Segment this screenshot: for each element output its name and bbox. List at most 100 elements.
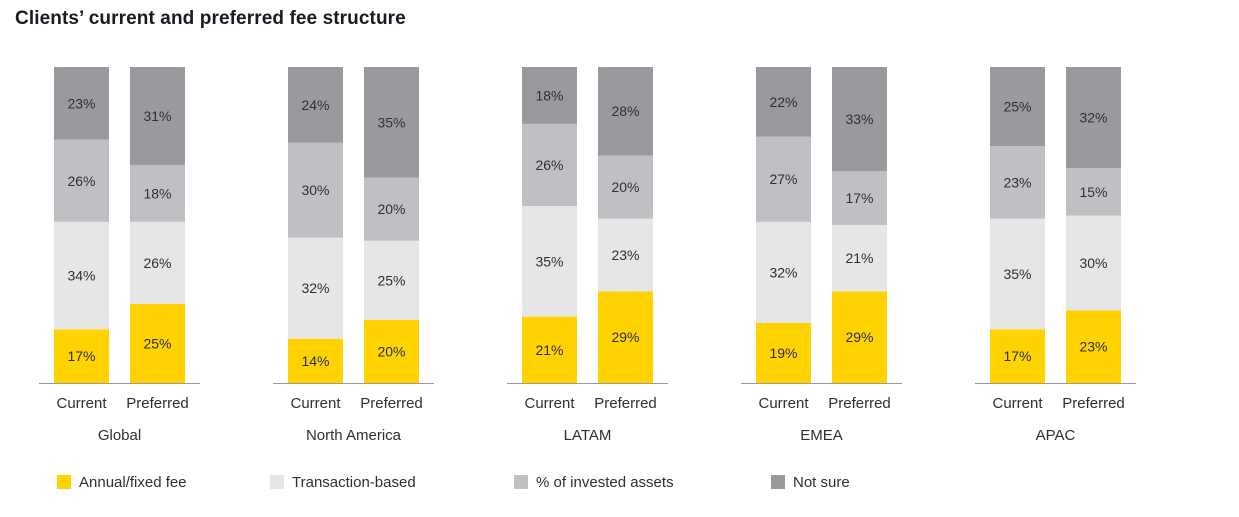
data-label-north-america-current-transaction-based: 32% bbox=[301, 280, 329, 296]
bar-label-latam-preferred: Preferred bbox=[594, 395, 657, 412]
bar-label-emea-current: Current bbox=[758, 395, 809, 412]
legend-item-annual-fixed-fee: Annual/fixed fee bbox=[57, 472, 187, 492]
bar-segment-north-america-preferred-not-sure bbox=[364, 67, 419, 178]
data-label-emea-current-not-sure: 22% bbox=[769, 94, 797, 110]
legend-label-transaction-based: Transaction-based bbox=[292, 473, 416, 491]
bar-segment-apac-preferred-not-sure bbox=[1066, 67, 1121, 169]
bar-segment-apac-current-transaction-based bbox=[990, 218, 1045, 330]
data-label-north-america-preferred-of-invested-assets: 20% bbox=[377, 201, 405, 217]
data-label-north-america-preferred-annual-fixed-fee: 20% bbox=[377, 343, 405, 359]
bar-label-apac-current: Current bbox=[992, 395, 1043, 412]
bar-label-global-current: Current bbox=[56, 395, 107, 412]
bar-segment-global-current-not-sure bbox=[54, 67, 109, 140]
data-label-latam-current-transaction-based: 35% bbox=[535, 253, 563, 269]
bar-segment-emea-current-not-sure bbox=[756, 67, 811, 137]
chart-title: Clients’ current and preferred fee struc… bbox=[15, 8, 406, 29]
data-label-apac-current-annual-fixed-fee: 17% bbox=[1003, 348, 1031, 364]
bar-label-global-preferred: Preferred bbox=[126, 395, 189, 412]
data-label-latam-current-of-invested-assets: 26% bbox=[535, 157, 563, 173]
data-label-latam-current-not-sure: 18% bbox=[535, 87, 563, 103]
legend-item-transaction-based: Transaction-based bbox=[270, 472, 416, 492]
bar-label-emea-preferred: Preferred bbox=[828, 395, 891, 412]
data-label-apac-preferred-annual-fixed-fee: 23% bbox=[1079, 339, 1107, 355]
data-label-north-america-preferred-transaction-based: 25% bbox=[377, 272, 405, 288]
legend-label-annual-fixed-fee: Annual/fixed fee bbox=[79, 473, 187, 491]
bar-segment-apac-current-annual-fixed-fee bbox=[990, 329, 1045, 383]
bar-segment-apac-preferred-of-invested-assets bbox=[1066, 168, 1121, 216]
bar-segment-north-america-preferred-annual-fixed-fee bbox=[364, 319, 419, 383]
bar-segment-latam-preferred-annual-fixed-fee bbox=[598, 291, 653, 383]
bar-segment-emea-current-transaction-based bbox=[756, 221, 811, 323]
data-label-emea-preferred-not-sure: 33% bbox=[845, 111, 873, 127]
data-label-latam-preferred-of-invested-assets: 20% bbox=[611, 179, 639, 195]
data-label-latam-preferred-not-sure: 28% bbox=[611, 103, 639, 119]
bar-segment-emea-current-annual-fixed-fee bbox=[756, 322, 811, 383]
data-label-latam-current-annual-fixed-fee: 21% bbox=[535, 342, 563, 358]
bar-segment-apac-current-of-invested-assets bbox=[990, 146, 1045, 219]
data-label-global-current-not-sure: 23% bbox=[67, 95, 95, 111]
data-label-global-preferred-of-invested-assets: 18% bbox=[143, 185, 171, 201]
bar-segment-emea-preferred-of-invested-assets bbox=[832, 171, 887, 225]
bar-segment-north-america-current-annual-fixed-fee bbox=[288, 338, 343, 383]
data-label-north-america-current-not-sure: 24% bbox=[301, 97, 329, 113]
data-label-emea-current-annual-fixed-fee: 19% bbox=[769, 345, 797, 361]
bar-segment-latam-current-transaction-based bbox=[522, 206, 577, 317]
group-label-global: Global bbox=[98, 427, 141, 444]
data-label-emea-current-transaction-based: 32% bbox=[769, 264, 797, 280]
group-label-north-america: North America bbox=[306, 427, 402, 444]
data-label-emea-preferred-annual-fixed-fee: 29% bbox=[845, 329, 873, 345]
legend-item-not-sure: Not sure bbox=[771, 472, 850, 492]
legend-label-not-sure: Not sure bbox=[793, 473, 850, 491]
bar-segment-emea-preferred-not-sure bbox=[832, 67, 887, 172]
bar-segment-emea-preferred-annual-fixed-fee bbox=[832, 291, 887, 383]
data-label-emea-preferred-of-invested-assets: 17% bbox=[845, 190, 873, 206]
data-label-global-preferred-transaction-based: 26% bbox=[143, 255, 171, 271]
data-label-north-america-preferred-not-sure: 35% bbox=[377, 114, 405, 130]
data-label-apac-current-of-invested-assets: 23% bbox=[1003, 174, 1031, 190]
data-label-emea-current-of-invested-assets: 27% bbox=[769, 171, 797, 187]
bar-segment-emea-current-of-invested-assets bbox=[756, 136, 811, 222]
bar-segment-global-current-of-invested-assets bbox=[54, 139, 109, 222]
data-label-latam-preferred-transaction-based: 23% bbox=[611, 247, 639, 263]
bar-segment-apac-current-not-sure bbox=[990, 67, 1045, 146]
data-label-north-america-current-annual-fixed-fee: 14% bbox=[301, 353, 329, 369]
data-label-north-america-current-of-invested-assets: 30% bbox=[301, 182, 329, 198]
bar-label-apac-preferred: Preferred bbox=[1062, 395, 1125, 412]
data-label-latam-preferred-annual-fixed-fee: 29% bbox=[611, 329, 639, 345]
legend-swatch-transaction-based bbox=[270, 475, 284, 489]
data-label-apac-current-transaction-based: 35% bbox=[1003, 266, 1031, 282]
bar-label-north-america-current: Current bbox=[290, 395, 341, 412]
group-label-emea: EMEA bbox=[800, 427, 843, 444]
data-label-apac-current-not-sure: 25% bbox=[1003, 99, 1031, 115]
bar-segment-latam-current-annual-fixed-fee bbox=[522, 316, 577, 383]
data-label-emea-preferred-transaction-based: 21% bbox=[845, 250, 873, 266]
data-label-global-preferred-annual-fixed-fee: 25% bbox=[143, 336, 171, 352]
data-label-global-current-annual-fixed-fee: 17% bbox=[67, 348, 95, 364]
data-label-global-preferred-not-sure: 31% bbox=[143, 108, 171, 124]
data-label-global-current-transaction-based: 34% bbox=[67, 268, 95, 284]
data-label-apac-preferred-of-invested-assets: 15% bbox=[1079, 184, 1107, 200]
data-label-apac-preferred-not-sure: 32% bbox=[1079, 110, 1107, 126]
bar-segment-latam-current-not-sure bbox=[522, 67, 577, 124]
bar-segment-north-america-preferred-of-invested-assets bbox=[364, 177, 419, 241]
legend-swatch-annual-fixed-fee bbox=[57, 475, 71, 489]
bar-segment-apac-preferred-annual-fixed-fee bbox=[1066, 310, 1121, 383]
bar-segment-north-america-current-not-sure bbox=[288, 67, 343, 143]
bar-segment-global-preferred-of-invested-assets bbox=[130, 164, 185, 222]
bar-segment-global-preferred-not-sure bbox=[130, 67, 185, 165]
legend-item-invested-assets: % of invested assets bbox=[514, 472, 674, 492]
bar-segment-global-preferred-annual-fixed-fee bbox=[130, 304, 185, 383]
bar-label-north-america-preferred: Preferred bbox=[360, 395, 423, 412]
bar-segment-global-current-annual-fixed-fee bbox=[54, 329, 109, 383]
legend-swatch-invested-assets bbox=[514, 475, 528, 489]
bar-label-latam-current: Current bbox=[524, 395, 575, 412]
bar-segment-emea-preferred-transaction-based bbox=[832, 225, 887, 292]
bar-segment-latam-preferred-not-sure bbox=[598, 67, 653, 156]
bar-segment-north-america-current-transaction-based bbox=[288, 237, 343, 339]
group-label-apac: APAC bbox=[1036, 427, 1076, 444]
bar-segment-latam-current-of-invested-assets bbox=[522, 123, 577, 207]
bar-segment-global-preferred-transaction-based bbox=[130, 221, 185, 304]
legend-label-invested-assets: % of invested assets bbox=[536, 473, 674, 491]
data-label-global-current-of-invested-assets: 26% bbox=[67, 173, 95, 189]
